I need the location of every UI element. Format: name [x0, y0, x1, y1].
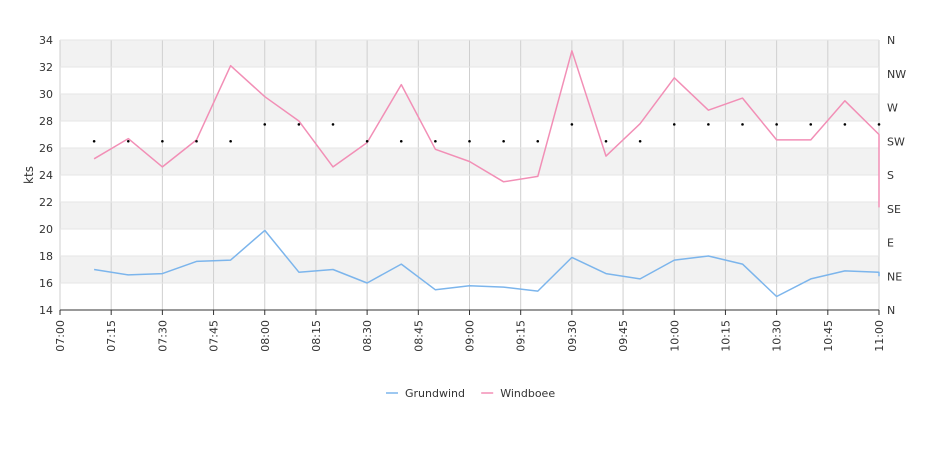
- x-tick-label: 11:00: [873, 320, 886, 352]
- y2-tick-label: SE: [887, 203, 901, 216]
- direction-dot: [809, 123, 813, 126]
- x-tick-label: 08:45: [412, 320, 425, 352]
- direction-dot: [502, 139, 505, 143]
- direction-dot: [434, 139, 437, 143]
- x-tick-label: 09:15: [515, 320, 528, 352]
- direction-dot: [604, 139, 608, 143]
- y-axis-label: kts: [22, 166, 36, 184]
- y-tick-label: 32: [39, 61, 53, 74]
- direction-dot: [229, 139, 232, 143]
- y-tick-label: 18: [39, 250, 53, 263]
- direction-dot: [707, 123, 710, 126]
- direction-dot: [195, 139, 198, 143]
- x-tick-label: 07:15: [105, 320, 118, 352]
- direction-dot: [843, 123, 847, 126]
- legend-label-windboee: Windboee: [500, 387, 555, 400]
- y2-tick-label: E: [887, 237, 894, 250]
- direction-dot: [161, 139, 164, 143]
- direction-dot: [877, 123, 881, 126]
- x-tick-label: 10:15: [719, 320, 732, 352]
- y2-tick-label: N: [887, 304, 895, 317]
- y-tick-label: 26: [39, 142, 53, 155]
- direction-dot: [741, 123, 744, 126]
- direction-dot: [126, 139, 130, 143]
- x-tick-label: 09:45: [617, 320, 630, 352]
- y-tick-label: 16: [39, 277, 53, 290]
- direction-dot: [775, 123, 778, 126]
- y2-tick-label: S: [887, 169, 894, 182]
- y-tick-label: 20: [39, 223, 53, 236]
- x-tick-label: 09:30: [566, 320, 579, 352]
- legend: Grundwind Windboee: [386, 387, 555, 400]
- series-line-windboee: [93, 50, 880, 208]
- x-tick-label: 08:00: [259, 320, 272, 352]
- x-tick-label: 08:15: [310, 320, 323, 352]
- direction-dot: [638, 139, 642, 143]
- x-tick-label: 07:30: [156, 320, 169, 352]
- direction-dot: [536, 139, 540, 143]
- direction-dot: [92, 139, 96, 143]
- x-tick-label: 10:45: [822, 320, 835, 352]
- x-tick-label: 07:00: [54, 320, 67, 352]
- y2-tick-label: W: [887, 102, 898, 115]
- series-line-grundwind: [93, 229, 880, 298]
- direction-dot: [331, 123, 335, 126]
- x-tick-label: 10:30: [771, 320, 784, 352]
- y-tick-label: 34: [39, 34, 53, 47]
- direction-dot: [365, 139, 369, 143]
- direction-dot: [468, 139, 471, 143]
- y2-tick-label: SW: [887, 135, 905, 148]
- y2-tick-label: N: [887, 34, 895, 47]
- y-tick-label: 24: [39, 169, 53, 182]
- direction-dot: [263, 123, 267, 126]
- direction-dot: [570, 123, 574, 126]
- direction-dot: [672, 123, 676, 126]
- y-tick-label: 30: [39, 88, 53, 101]
- x-tick-label: 08:30: [361, 320, 374, 352]
- y-tick-label: 22: [39, 196, 53, 209]
- y-tick-label: 28: [39, 115, 53, 128]
- direction-dot: [399, 139, 403, 143]
- y2-tick-label: NW: [887, 68, 906, 81]
- legend-label-grundwind: Grundwind: [405, 387, 465, 400]
- x-tick-label: 09:00: [464, 320, 477, 352]
- x-tick-label: 10:00: [668, 320, 681, 352]
- y2-tick-label: NE: [887, 270, 902, 283]
- y-tick-label: 14: [39, 304, 53, 317]
- direction-dot: [297, 123, 301, 126]
- x-tick-label: 07:45: [208, 320, 221, 352]
